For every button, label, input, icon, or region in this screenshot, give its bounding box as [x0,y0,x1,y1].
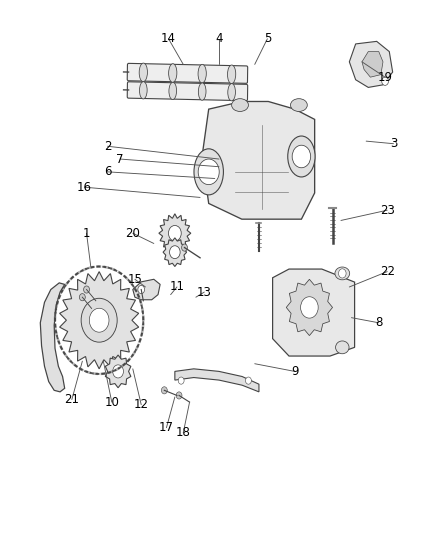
Text: 16: 16 [77,181,92,193]
Ellipse shape [139,82,147,99]
Circle shape [79,294,85,301]
Ellipse shape [290,99,307,111]
Ellipse shape [169,82,177,100]
Circle shape [178,377,184,384]
Circle shape [176,392,182,399]
Circle shape [138,286,145,294]
Circle shape [84,286,89,293]
Polygon shape [163,238,187,266]
Ellipse shape [198,64,206,83]
Ellipse shape [288,136,315,177]
Ellipse shape [198,83,206,100]
Text: 11: 11 [170,280,184,294]
Polygon shape [175,369,259,392]
Ellipse shape [336,341,349,354]
Text: 19: 19 [378,71,392,84]
Text: 23: 23 [380,204,395,217]
Polygon shape [159,214,191,253]
Polygon shape [202,101,314,219]
Circle shape [89,308,109,332]
Text: 8: 8 [375,316,382,329]
Text: 2: 2 [104,140,111,153]
Ellipse shape [194,149,223,195]
Ellipse shape [169,64,177,82]
Circle shape [182,244,187,251]
Circle shape [169,225,181,241]
Text: 13: 13 [197,286,212,298]
Text: 7: 7 [117,152,124,166]
Polygon shape [133,279,160,300]
Circle shape [113,365,124,378]
Polygon shape [40,283,65,392]
Text: 12: 12 [134,398,149,411]
Polygon shape [350,42,392,87]
FancyBboxPatch shape [127,82,248,101]
Ellipse shape [335,267,350,280]
Text: 1: 1 [83,227,90,240]
Circle shape [198,159,219,184]
Text: 6: 6 [104,165,111,179]
Text: 20: 20 [125,227,140,240]
Text: 3: 3 [390,137,397,150]
Circle shape [339,269,346,278]
Text: 10: 10 [104,395,119,409]
Ellipse shape [139,63,148,82]
Ellipse shape [227,65,236,84]
Circle shape [292,145,311,168]
Circle shape [170,246,180,259]
Text: 18: 18 [176,426,191,439]
Text: 15: 15 [127,273,142,286]
Polygon shape [60,272,139,369]
Text: 9: 9 [291,365,298,378]
Text: 22: 22 [380,265,395,278]
Circle shape [300,297,318,318]
Text: 5: 5 [264,33,271,45]
Polygon shape [105,355,131,388]
Circle shape [81,298,117,342]
Text: 17: 17 [159,421,174,434]
Text: 4: 4 [215,33,223,45]
Ellipse shape [232,99,248,111]
Polygon shape [286,279,332,336]
Circle shape [161,387,167,394]
Circle shape [382,77,389,85]
Text: 14: 14 [161,33,176,45]
Ellipse shape [228,84,236,101]
FancyBboxPatch shape [127,63,248,83]
Circle shape [245,377,251,384]
Polygon shape [362,52,383,77]
Polygon shape [272,269,355,356]
Text: 21: 21 [64,393,79,406]
